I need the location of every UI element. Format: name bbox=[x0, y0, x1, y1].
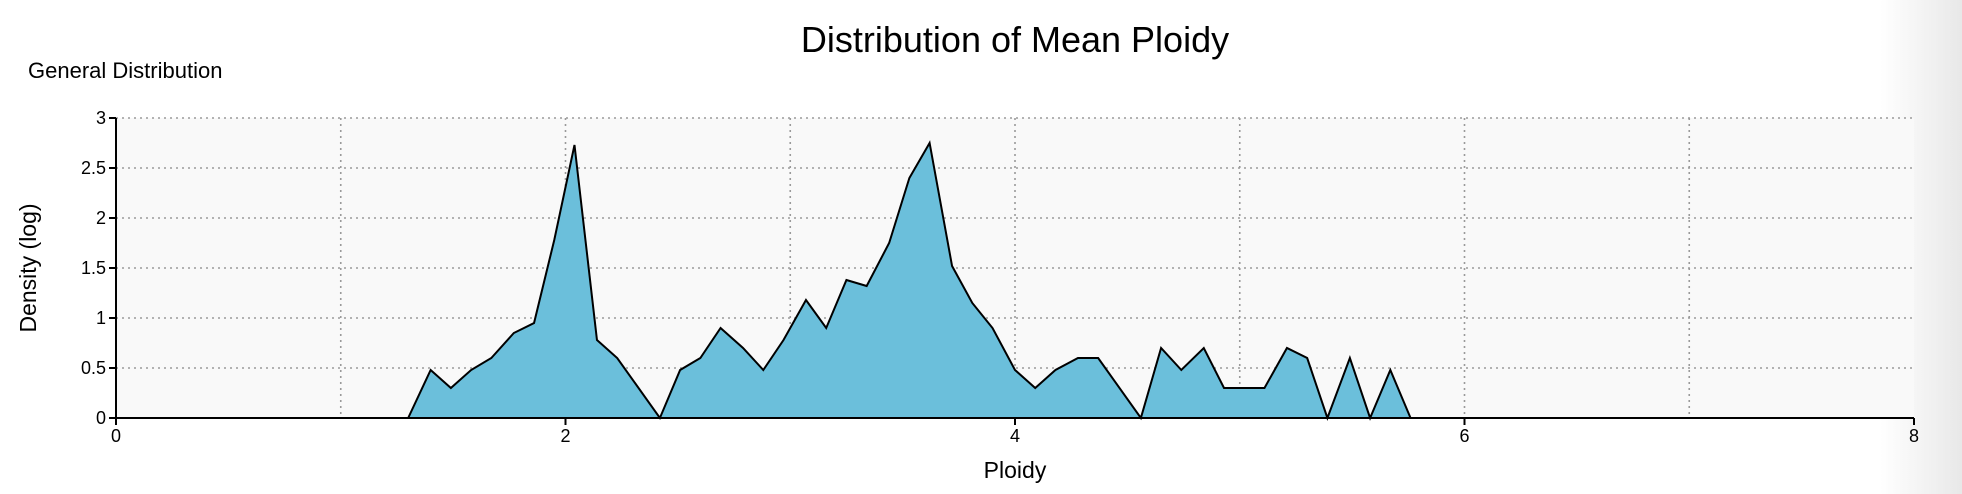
x-axis-label: Ploidy bbox=[984, 457, 1047, 483]
y-tick-label: 2.5 bbox=[81, 158, 106, 178]
x-tick-label: 8 bbox=[1909, 426, 1919, 446]
x-tick-label: 0 bbox=[111, 426, 121, 446]
y-tick-label: 0 bbox=[96, 408, 106, 428]
chart-title: Distribution of Mean Ploidy bbox=[801, 19, 1229, 60]
chart-subtitle: General Distribution bbox=[28, 58, 222, 83]
x-tick-label: 2 bbox=[560, 426, 570, 446]
y-tick-label: 3 bbox=[96, 108, 106, 128]
plot-area: 0 2 4 6 8 0 0.5 1 1.5 2 2.5 3 bbox=[81, 108, 1919, 446]
y-tick-label: 1 bbox=[96, 308, 106, 328]
x-tick-label: 4 bbox=[1010, 426, 1020, 446]
density-area bbox=[408, 143, 1411, 418]
y-axis-label: Density (log) bbox=[15, 203, 41, 332]
y-tick-label: 1.5 bbox=[81, 258, 106, 278]
density-line bbox=[407, 140, 1412, 421]
x-tick-label: 6 bbox=[1459, 426, 1469, 446]
y-tick-label: 0.5 bbox=[81, 358, 106, 378]
y-tick-label: 2 bbox=[96, 208, 106, 228]
